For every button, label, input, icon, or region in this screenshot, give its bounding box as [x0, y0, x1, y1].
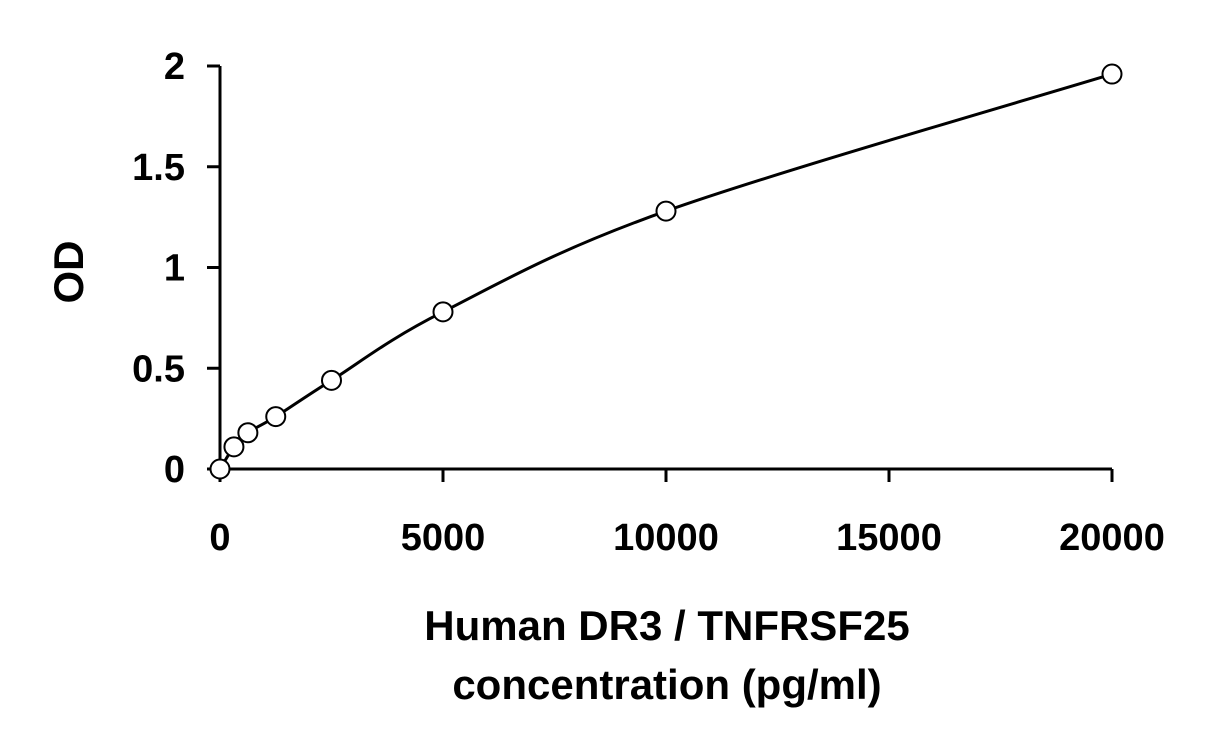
data-point — [223, 436, 245, 458]
data-point — [209, 458, 231, 480]
data-points-group — [209, 63, 1123, 480]
data-point — [655, 200, 677, 222]
x-tick-label: 5000 — [401, 517, 486, 559]
x-tick-label: 10000 — [613, 517, 719, 559]
data-point — [321, 369, 342, 391]
data-point — [265, 406, 287, 428]
y-tick-label: 1 — [164, 248, 185, 290]
axes: 0 0.5 1 1.5 2 0 5000 10000 15000 20000 — [132, 46, 1165, 559]
x-tick-label: 0 — [209, 517, 230, 559]
y-tick-label: 1.5 — [132, 147, 185, 189]
x-tick-label: 15000 — [836, 517, 942, 559]
x-tick-label: 20000 — [1059, 517, 1165, 559]
data-point — [1101, 63, 1123, 85]
labels-group: OD Human DR3 / TNFRSF25 concentration (p… — [45, 241, 910, 709]
x-axis-title-line-2: concentration (pg/ml) — [452, 661, 881, 708]
data-point — [432, 301, 454, 323]
data-point — [237, 422, 259, 444]
y-tick-label: 0.5 — [132, 348, 185, 390]
x-axis-title-line-1: Human DR3 / TNFRSF25 — [424, 602, 909, 649]
fit-curve-group — [218, 72, 1113, 470]
y-axis-title: OD — [45, 241, 92, 304]
y-tick-label: 0 — [164, 449, 185, 491]
y-tick-label: 2 — [164, 46, 185, 88]
fit-curve — [218, 72, 1113, 470]
